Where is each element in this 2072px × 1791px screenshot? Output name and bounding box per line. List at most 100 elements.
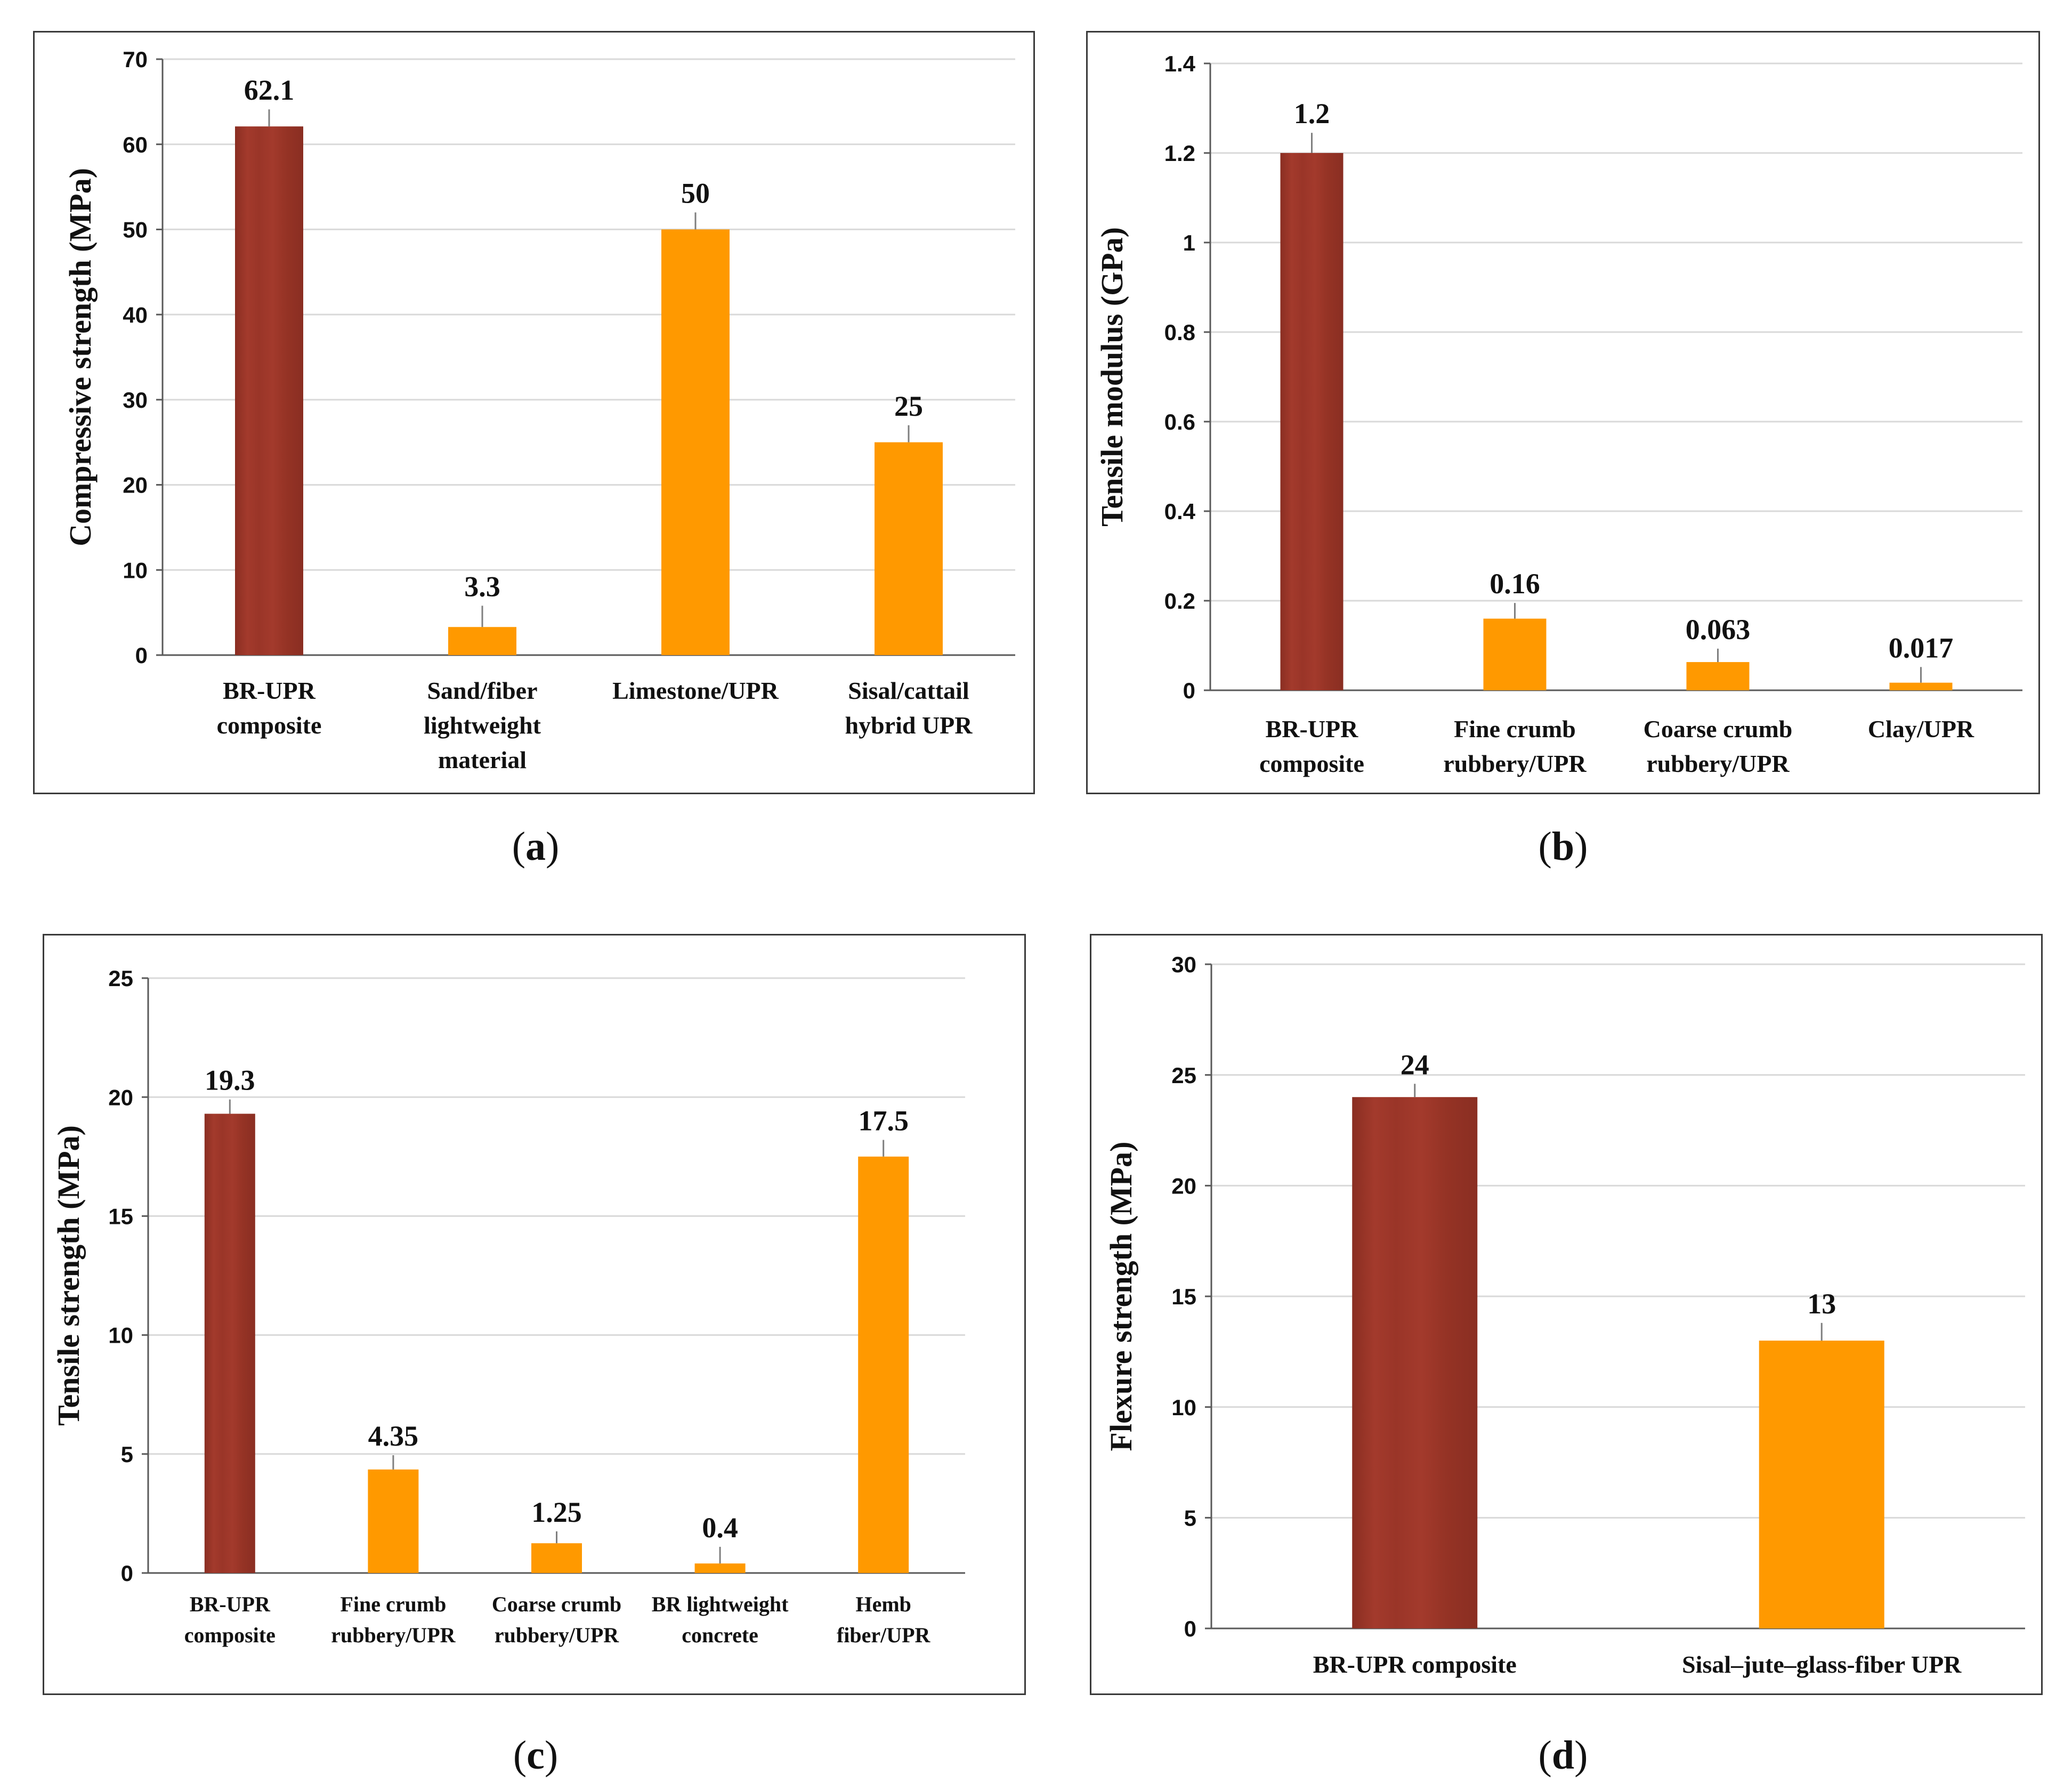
y-tick-label: 1 (1183, 230, 1195, 255)
x-category-label: rubbery/UPR (1646, 750, 1790, 777)
data-label: 17.5 (858, 1105, 909, 1137)
y-tick-label: 70 (123, 47, 148, 72)
y-tick-label: 25 (108, 966, 133, 991)
y-tick-label: 20 (108, 1085, 133, 1110)
data-label: 0.16 (1490, 568, 1540, 600)
y-tick-label: 25 (1171, 1063, 1196, 1088)
y-tick-label: 50 (123, 217, 148, 243)
y-tick-label: 40 (123, 302, 148, 327)
y-tick-label: 1.4 (1164, 51, 1196, 76)
y-tick-label: 0 (1184, 1616, 1196, 1641)
y-tick-label: 15 (108, 1204, 133, 1229)
x-category-label: Coarse crumb (492, 1592, 621, 1616)
x-category-label: BR-UPR (190, 1592, 271, 1616)
bar (531, 1543, 582, 1573)
y-tick-label: 0 (121, 1561, 133, 1586)
y-tick-label: 0.4 (1164, 499, 1196, 524)
bar (661, 229, 730, 655)
bar (204, 1114, 255, 1573)
x-category-label: lightweight (424, 712, 541, 739)
bar (858, 1156, 909, 1573)
y-tick-label: 1.2 (1164, 141, 1195, 166)
x-category-label: Sisal–jute–glass-fiber UPR (1682, 1651, 1962, 1678)
x-category-label: composite (1259, 750, 1364, 777)
bar (875, 442, 943, 655)
x-category-label: Sisal/cattail (848, 677, 969, 704)
x-category-label: material (438, 746, 527, 773)
data-label: 50 (681, 177, 710, 209)
caption-c-letter: c (527, 1733, 545, 1778)
caption-a-letter: a (525, 824, 546, 869)
x-category-label: hybrid UPR (845, 712, 973, 739)
data-label: 0.063 (1686, 614, 1751, 646)
x-category-label: Clay/UPR (1868, 715, 1974, 743)
x-category-label: Fine crumb (1454, 715, 1576, 743)
y-axis-title: Tensile strength (MPa) (51, 1125, 86, 1426)
data-label: 0.017 (1889, 632, 1954, 664)
x-category-label: Limestone/UPR (612, 677, 779, 704)
chart-b-svg: 0 0.2 0.4 0.6 0.8 1 1.2 1.4 Tensile modulus (GPa… (1095, 51, 2022, 777)
bar (1686, 662, 1750, 690)
bar (448, 627, 516, 655)
bar (1759, 1341, 1884, 1628)
y-tick-label: 0.2 (1164, 588, 1195, 614)
y-tick-label: 0 (135, 643, 148, 668)
y-tick-label: 5 (1184, 1505, 1196, 1530)
x-category-label: concrete (682, 1623, 758, 1647)
y-tick-label: 20 (1171, 1173, 1196, 1198)
x-category-label: BR-UPR composite (1313, 1651, 1517, 1678)
x-category-label: composite (184, 1623, 276, 1647)
caption-a: (a) (512, 824, 560, 869)
data-label: 25 (894, 390, 923, 422)
chart-panel-c: 0 5 10 15 20 25 Tensile strength (MPa) 19.3 BR-U… (43, 934, 1026, 1695)
data-label: 3.3 (464, 570, 500, 602)
x-category-label: composite (217, 712, 322, 739)
y-axis-title: Tensile modulus (GPa) (1095, 227, 1129, 527)
chart-a-svg: 0 10 20 30 40 50 60 70 Compressive strength (MPa… (63, 47, 1015, 773)
y-tick-label: 0 (1183, 678, 1195, 703)
chart-panel-a: 0 10 20 30 40 50 60 70 Compressive strength (MPa… (33, 31, 1035, 794)
y-axis-title: Compressive strength (MPa) (63, 168, 98, 546)
x-category-label: Fine crumb (340, 1592, 446, 1616)
data-label: 4.35 (368, 1420, 419, 1452)
bar (368, 1469, 419, 1573)
data-label: 0.4 (702, 1512, 738, 1544)
y-axis-title: Flexure strength (MPa) (1104, 1142, 1138, 1451)
y-tick-label: 10 (1171, 1395, 1196, 1420)
bar (1889, 682, 1953, 690)
chart-c-svg: 0 5 10 15 20 25 Tensile strength (MPa) 19.3 BR-U… (51, 966, 965, 1647)
x-category-label: fiber/UPR (837, 1623, 931, 1647)
x-category-label: BR-UPR (1266, 715, 1359, 743)
x-category-label: rubbery/UPR (331, 1623, 456, 1647)
caption-d: (d) (1538, 1733, 1588, 1778)
x-category-label: Coarse crumb (1644, 715, 1793, 743)
x-category-label: BR-UPR (223, 677, 316, 704)
data-label: 62.1 (244, 74, 295, 106)
bar (1280, 153, 1343, 690)
x-category-label: rubbery/UPR (495, 1623, 619, 1647)
y-tick-label: 0.6 (1164, 409, 1195, 434)
x-category-label: BR lightweight (652, 1592, 789, 1616)
y-tick-label: 20 (123, 473, 148, 498)
caption-b: (b) (1538, 824, 1588, 869)
data-label: 1.2 (1294, 98, 1330, 130)
y-tick-label: 60 (123, 132, 148, 157)
x-category-label: rubbery/UPR (1443, 750, 1587, 777)
bar (1352, 1097, 1478, 1628)
y-tick-label: 10 (123, 558, 148, 583)
data-label: 13 (1807, 1288, 1836, 1320)
chart-panel-d: 0 5 10 15 20 25 30 Flexure strength (MPa) 24 BR-U… (1090, 934, 2043, 1695)
caption-c: (c) (513, 1733, 559, 1778)
bar (235, 126, 303, 655)
y-tick-label: 15 (1171, 1284, 1196, 1309)
x-category-label: Hemb (855, 1592, 911, 1616)
y-tick-label: 10 (108, 1323, 133, 1348)
bar (694, 1563, 746, 1573)
y-tick-label: 30 (123, 388, 148, 413)
caption-b-letter: b (1551, 824, 1575, 869)
data-label: 19.3 (205, 1064, 255, 1096)
chart-d-svg: 0 5 10 15 20 25 30 Flexure strength (MPa) 24 BR-U… (1104, 952, 2025, 1678)
y-tick-label: 5 (121, 1442, 133, 1467)
chart-panel-b: 0 0.2 0.4 0.6 0.8 1 1.2 1.4 Tensile modulus (GPa… (1086, 31, 2040, 794)
y-tick-label: 0.8 (1164, 320, 1195, 345)
